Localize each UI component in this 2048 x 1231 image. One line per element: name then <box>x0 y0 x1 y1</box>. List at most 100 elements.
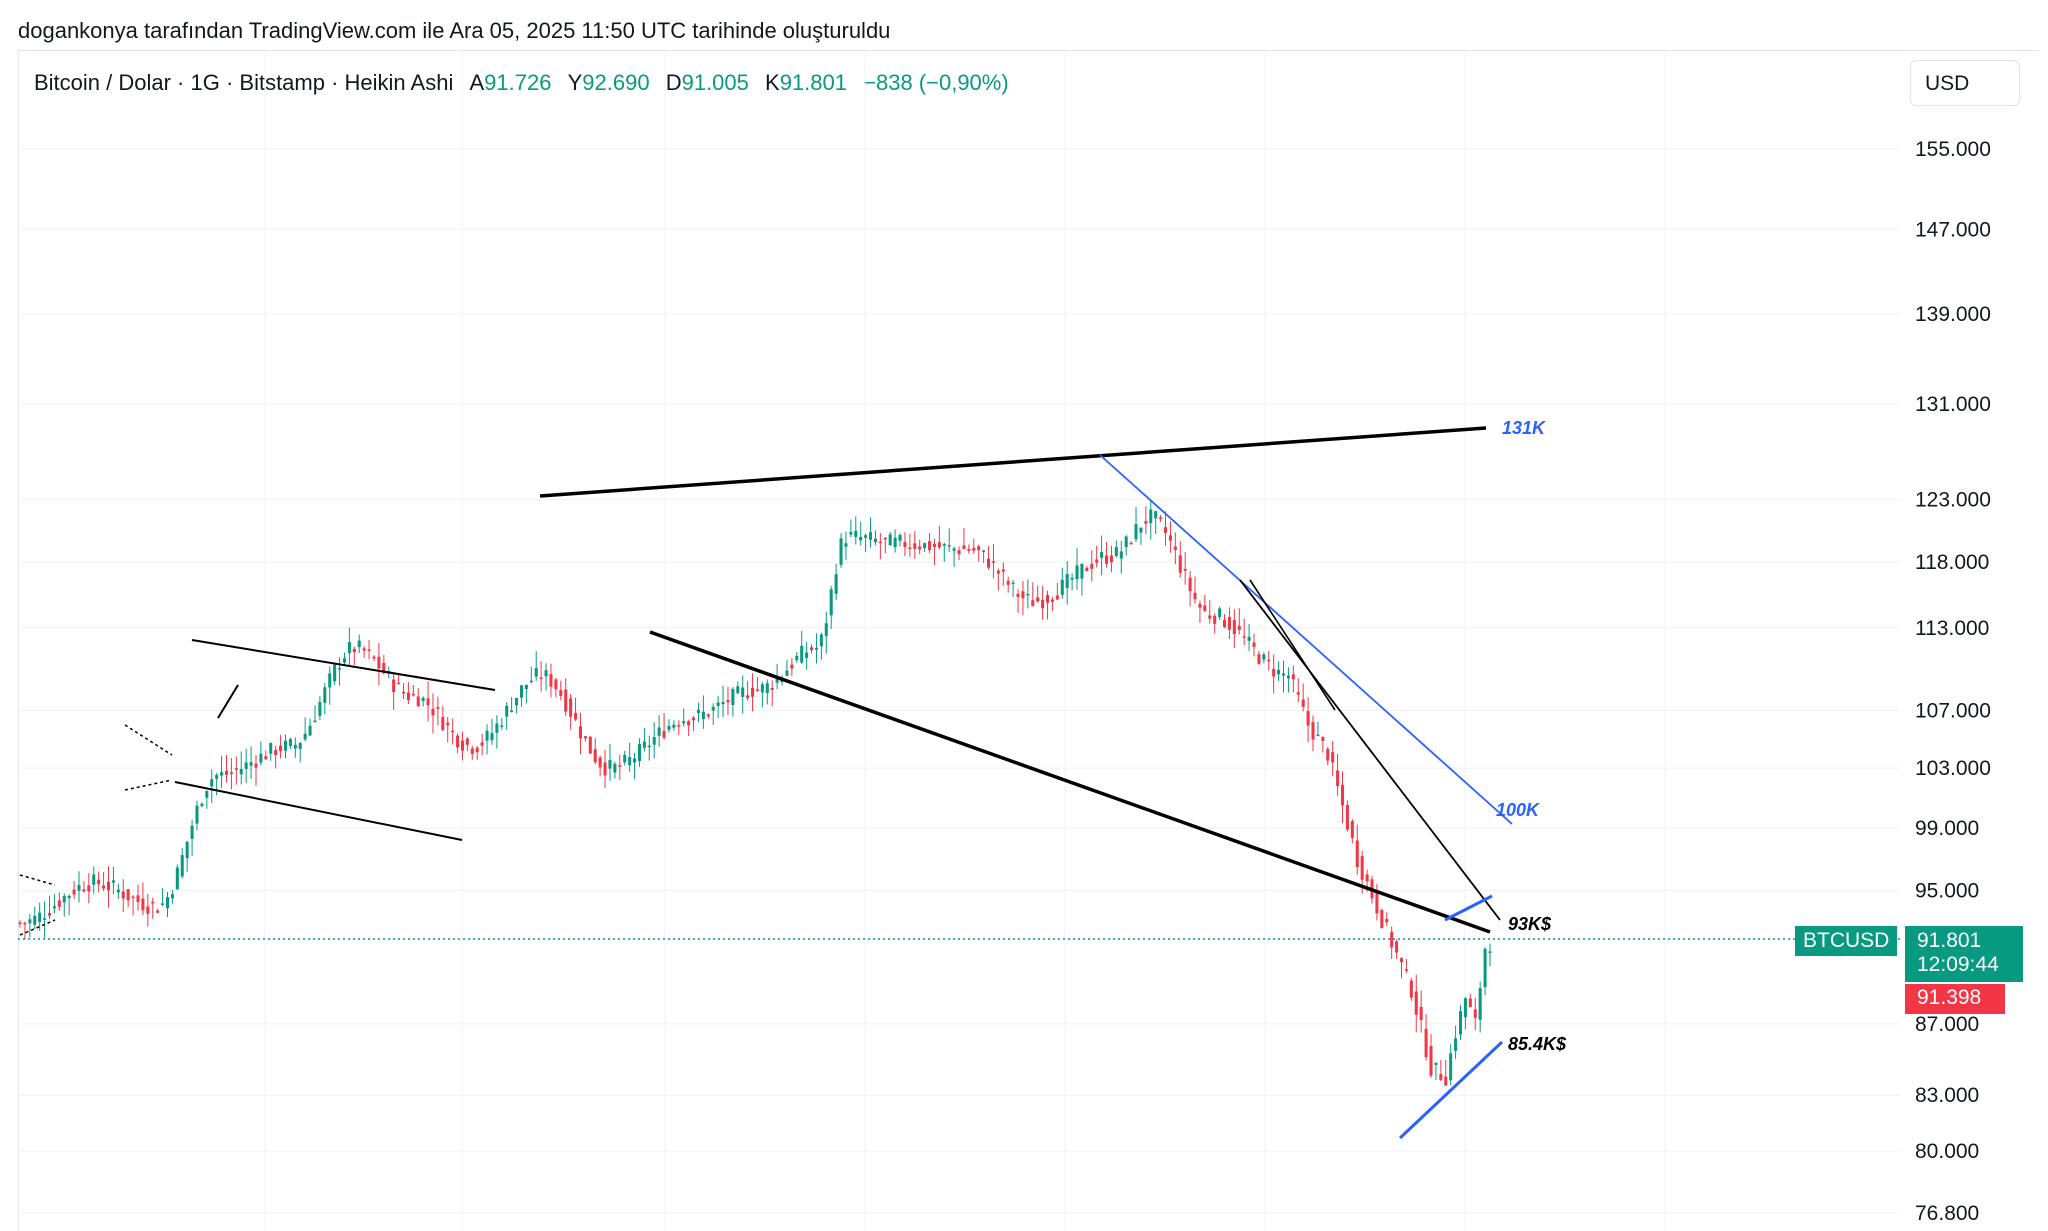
symbol-name[interactable]: Bitcoin / Dolar · 1G · Bitstamp · Heikin… <box>34 70 454 95</box>
candle-series <box>18 500 1492 1086</box>
candle-body <box>883 537 887 540</box>
candle-body <box>859 536 863 541</box>
candle-body <box>220 772 224 776</box>
candle-body <box>1105 555 1109 564</box>
candle-body <box>1390 931 1394 948</box>
candle-body <box>224 770 229 775</box>
chart-attribution: dogankonya tarafından TradingView.com il… <box>18 18 891 43</box>
candle-body <box>180 855 184 877</box>
candle-body <box>195 805 199 824</box>
candle-body <box>1429 1045 1433 1076</box>
candle-body <box>1208 615 1212 619</box>
candle-body <box>397 682 401 685</box>
chart-pane[interactable] <box>18 50 2039 1231</box>
candle-body <box>52 906 56 909</box>
candle-body <box>1119 551 1123 559</box>
candle-body <box>908 547 912 549</box>
candle-body <box>652 737 656 745</box>
candle-body <box>480 742 484 746</box>
candle-body <box>416 696 420 707</box>
candle-body <box>1301 699 1305 707</box>
candle-body <box>347 642 351 654</box>
candle-body <box>1399 958 1404 963</box>
candle-body <box>333 664 337 682</box>
candle-body <box>431 708 435 716</box>
candle-body <box>544 670 548 677</box>
price-tick-label: 107.000 <box>1915 699 1991 722</box>
candle-body <box>1291 674 1295 680</box>
candle-body <box>1385 918 1389 923</box>
candle-body <box>460 740 464 751</box>
candle-body <box>1070 577 1074 580</box>
candle-body <box>77 885 81 891</box>
candle-body <box>28 919 32 924</box>
candle-body <box>441 716 445 731</box>
candle-body <box>1277 669 1281 675</box>
candle-body <box>1050 599 1054 602</box>
candle-body <box>642 741 646 748</box>
candle-body <box>996 570 1000 574</box>
candle-body <box>1286 675 1290 679</box>
candle-body <box>1345 804 1349 830</box>
candle-body <box>810 647 814 651</box>
candle-body <box>564 689 568 712</box>
candle-body <box>569 698 573 717</box>
candle-body <box>972 547 976 551</box>
candle-body <box>628 757 632 766</box>
candle-body <box>357 640 361 648</box>
candle-body <box>637 743 641 761</box>
candle-body <box>839 538 843 565</box>
drawings <box>18 426 1900 1140</box>
candle-body <box>239 769 243 775</box>
candle-body <box>613 763 617 773</box>
candle-body <box>751 687 755 697</box>
open-value: 91.726 <box>484 70 552 95</box>
candle-body <box>72 889 76 895</box>
candle-body <box>1114 547 1118 557</box>
candle-body <box>106 881 111 891</box>
steep-downtrend-line <box>1239 579 1501 921</box>
candle-body <box>947 545 951 547</box>
candle-body <box>500 725 504 728</box>
candle-body <box>515 697 519 706</box>
candle-body <box>1296 692 1300 695</box>
candle-body <box>736 686 740 694</box>
blue-downtrend-line <box>1099 454 1513 825</box>
candle-body <box>1193 592 1197 600</box>
blue-upper-channel <box>1444 894 1493 922</box>
candle-body <box>1267 659 1271 662</box>
candle-body <box>342 658 347 663</box>
currency-button[interactable]: USD <box>1910 60 2020 106</box>
candle-body <box>185 841 189 859</box>
candle-body <box>485 730 489 741</box>
candle-body <box>623 755 627 763</box>
candle-body <box>1173 546 1177 551</box>
candle-body <box>175 867 179 890</box>
candle-body <box>1031 600 1035 607</box>
candle-body <box>657 727 661 736</box>
candle-body <box>210 779 214 787</box>
candle-body <box>1109 555 1113 563</box>
candle-body <box>1100 552 1104 558</box>
candle-body <box>87 885 91 892</box>
previous-price-tag: 91.398 <box>1905 984 2005 1014</box>
candle-body <box>303 733 307 740</box>
candle-body <box>1488 951 1492 953</box>
candle-body <box>1149 509 1153 524</box>
candle-body <box>111 880 115 883</box>
candle-body <box>1242 636 1246 638</box>
secondary-downtrend-line <box>1249 579 1336 711</box>
candle-body <box>574 712 578 720</box>
candle-body <box>1227 616 1231 630</box>
candle-body <box>701 711 705 720</box>
candle-body <box>760 684 764 693</box>
candle-body <box>1036 597 1040 602</box>
candle-body <box>451 730 455 733</box>
candle-body <box>726 700 730 703</box>
candle-body <box>1449 1053 1453 1081</box>
dotted-small-wedge-top <box>19 874 56 886</box>
candle-body <box>1414 991 1418 1015</box>
candle-body <box>539 677 543 680</box>
candle-body <box>170 894 174 899</box>
